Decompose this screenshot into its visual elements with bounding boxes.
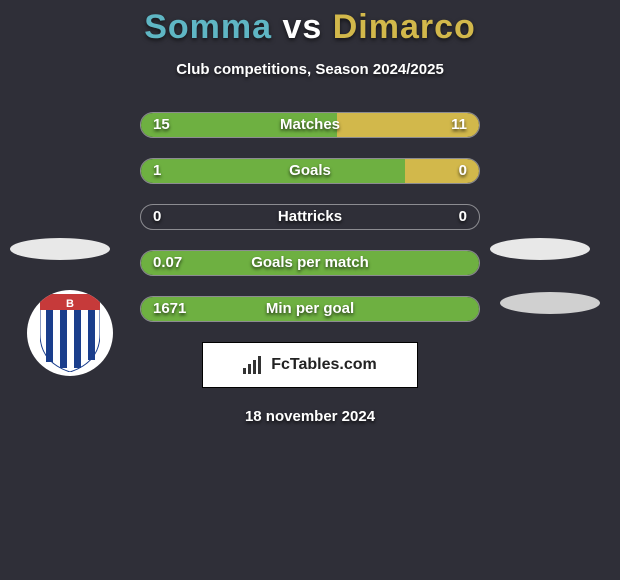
branding-text: FcTables.com [271,356,377,374]
placeholder-ellipse-right-top [490,238,590,260]
stat-row: 1671Min per goal [140,296,480,322]
club-badge-letter: B [66,298,74,310]
stat-row: 0.07Goals per match [140,250,480,276]
stat-row: 1511Matches [140,112,480,138]
date-line: 18 november 2024 [0,408,620,425]
placeholder-ellipse-right-mid [500,292,600,314]
club-badge-icon: B [40,294,100,372]
stat-row: 10Goals [140,158,480,184]
stat-label: Min per goal [141,297,479,321]
stat-label: Goals per match [141,251,479,275]
club-badge: B [27,290,113,376]
page-title: Somma vs Dimarco [0,8,620,47]
placeholder-ellipse-left-top [10,238,110,260]
stat-row: 00Hattricks [140,204,480,230]
content-root: Somma vs Dimarco Club competitions, Seas… [0,0,620,580]
bar-chart-icon [243,356,265,374]
stat-label: Matches [141,113,479,137]
subtitle: Club competitions, Season 2024/2025 [0,61,620,78]
stat-rows: 1511Matches 10Goals 00Hattricks 0.07Goals p… [140,112,480,322]
vs-text: vs [282,8,322,46]
stats-area: B 1511Matches 10Goals 00Hattricks 0.07Goals… [0,112,620,322]
stat-label: Goals [141,159,479,183]
branding-box[interactable]: FcTables.com [202,342,418,388]
player2-name: Dimarco [333,8,476,46]
player1-name: Somma [144,8,272,46]
stat-label: Hattricks [141,205,479,229]
